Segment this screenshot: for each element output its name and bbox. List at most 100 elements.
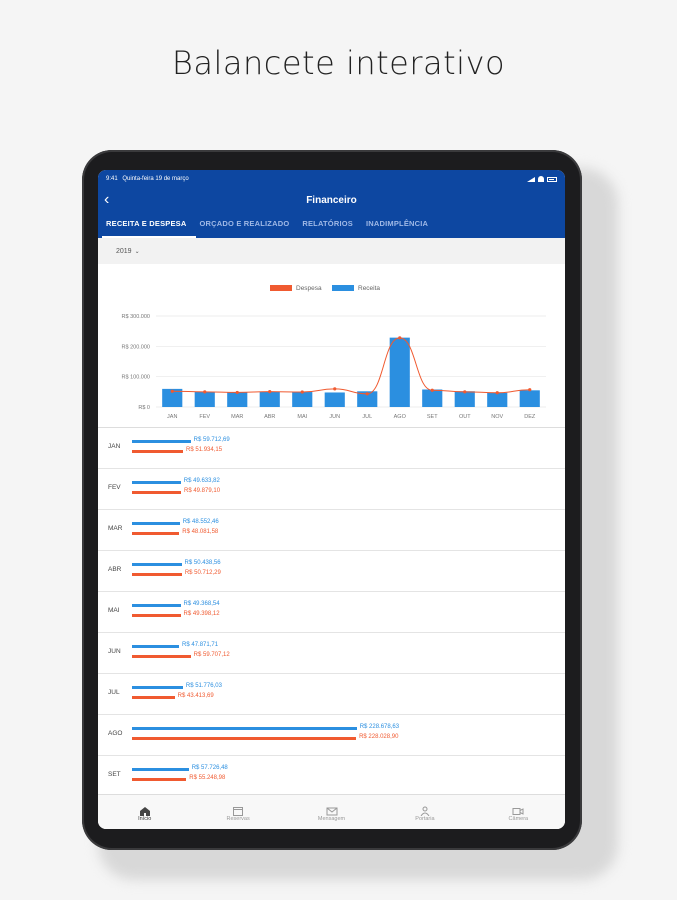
month-row[interactable]: JUN R$ 47.871,71 R$ 59.707,12 (98, 633, 565, 674)
bar-receita (389, 337, 410, 407)
nav-item-home[interactable]: Início (98, 795, 191, 829)
x-tick-label: OUT (459, 414, 471, 420)
tab-bar: RECEITA E DESPESA ORÇADO E REALIZADO REL… (98, 212, 565, 238)
value-despesa: R$ 48.081,58 (182, 529, 219, 535)
bar-receita (519, 390, 540, 407)
bar-receita (132, 686, 183, 689)
envelope-icon (326, 803, 338, 815)
point-despesa (495, 391, 499, 395)
bar-despesa (132, 573, 182, 576)
nav-item-camera[interactable]: Câmera (472, 795, 565, 829)
nav-label: Início (138, 815, 152, 822)
month-row[interactable]: SET R$ 57.726,48 R$ 55.248,98 (98, 756, 565, 797)
month-label: JAN (108, 443, 121, 450)
point-despesa (430, 388, 434, 392)
x-tick-label: SET (427, 414, 438, 420)
x-tick-label: ABR (264, 414, 275, 420)
value-despesa: R$ 51.934,15 (186, 447, 223, 453)
value-despesa: R$ 59.707,12 (193, 652, 230, 658)
value-despesa: R$ 55.248,98 (189, 775, 226, 781)
battery-icon (547, 176, 557, 182)
status-bar: 9:41 Quinta-feira 19 de março (98, 170, 565, 188)
month-label: MAI (108, 607, 120, 614)
month-label: SET (108, 771, 121, 778)
bar-receita (132, 481, 181, 484)
nav-label: Reservas (226, 815, 250, 822)
nav-label: Portaria (415, 815, 435, 822)
bar-receita (132, 645, 180, 648)
bar-receita (357, 391, 378, 407)
nav-label: Mensagem (317, 815, 346, 822)
tab-inadimplencia[interactable]: INADIMPLÊNCIA (365, 219, 429, 228)
bar-receita (454, 391, 475, 407)
tab-orcado-realizado[interactable]: ORÇADO E REALIZADO (199, 219, 290, 228)
month-row[interactable]: AGO R$ 228.678,63 R$ 228.028,90 (98, 715, 565, 756)
bar-receita (132, 727, 357, 730)
point-despesa (398, 336, 402, 340)
bar-despesa (132, 778, 187, 781)
bar-receita (324, 392, 345, 407)
value-despesa: R$ 228.028,90 (359, 734, 399, 740)
bar-despesa (132, 532, 180, 535)
month-row[interactable]: MAI R$ 49.368,54 R$ 49.398,12 (98, 592, 565, 633)
month-row[interactable]: FEV R$ 49.633,82 R$ 49.879,10 (98, 469, 565, 510)
nav-item-envelope[interactable]: Mensagem (285, 795, 378, 829)
chart-container: Despesa Receita R$ 0 R$ 100.000 R$ 200.000 R$… (98, 264, 565, 428)
legend-swatch-despesa (270, 285, 292, 291)
point-despesa (170, 389, 174, 393)
y-tick-label: R$ 300.000 (122, 314, 150, 320)
bar-receita (132, 440, 191, 443)
bar-receita (132, 768, 189, 771)
year-selector[interactable]: 2019 (116, 247, 132, 255)
month-row[interactable]: ABR R$ 50.438,56 R$ 50.712,29 (98, 551, 565, 592)
point-despesa (528, 388, 532, 392)
nav-item-calendar[interactable]: Reservas (191, 795, 284, 829)
bar-receita (292, 392, 313, 407)
back-chevron-icon[interactable]: ‹ (104, 191, 110, 208)
app-screen: 9:41 Quinta-feira 19 de março ‹ Financei… (98, 170, 565, 829)
legend-swatch-receita (332, 285, 354, 291)
value-receita: R$ 50.438,56 (184, 560, 221, 566)
year-filter-bar: 2019 ⌄ (98, 238, 565, 264)
wifi-icon (538, 176, 544, 182)
month-row[interactable]: JAN R$ 59.712,69 R$ 51.934,15 (98, 428, 565, 469)
status-time-date: 9:41 Quinta-feira 19 de março (106, 176, 189, 182)
x-tick-label: JAN (167, 414, 177, 420)
point-despesa (235, 390, 239, 395)
month-label: ABR (108, 566, 122, 573)
x-tick-label: JUN (329, 414, 340, 420)
value-receita: R$ 59.712,69 (193, 437, 230, 443)
x-tick-label: NOV (491, 414, 503, 420)
bar-despesa (132, 737, 357, 740)
promo-caption: Balancete interativo (171, 44, 506, 82)
bar-despesa (132, 614, 181, 617)
y-tick-label: R$ 100.000 (122, 375, 150, 381)
bar-receita (132, 604, 181, 607)
tab-receita-despesa[interactable]: RECEITA E DESPESA (102, 219, 196, 238)
bar-receita (194, 391, 215, 407)
month-label: JUN (108, 648, 121, 655)
month-label: AGO (108, 730, 123, 737)
tab-relatorios[interactable]: RELATÓRIOS (302, 219, 353, 228)
doorman-icon (419, 803, 431, 816)
status-time: 9:41 (106, 176, 118, 182)
chevron-down-icon[interactable]: ⌄ (134, 248, 140, 255)
point-despesa (463, 390, 467, 394)
nav-item-doorman[interactable]: Portaria (378, 795, 471, 829)
point-despesa (268, 390, 272, 394)
month-row[interactable]: JUL R$ 51.776,03 R$ 43.413,69 (98, 674, 565, 715)
month-label: FEV (108, 484, 121, 491)
bar-receita (487, 392, 508, 407)
calendar-icon (232, 803, 244, 816)
month-row[interactable]: MAR R$ 48.552,46 R$ 48.081,58 (98, 510, 565, 551)
x-tick-label: FEV (199, 414, 210, 420)
value-despesa: R$ 43.413,69 (177, 693, 214, 699)
point-despesa (203, 390, 207, 394)
bar-despesa (132, 696, 175, 699)
app-header: ‹ Financeiro (98, 188, 565, 212)
value-despesa: R$ 49.879,10 (184, 488, 221, 494)
bar-despesa (132, 491, 181, 494)
bottom-navigation: Início Reservas Mensagem Portaria Câmera (98, 794, 565, 829)
x-tick-label: MAR (231, 414, 243, 420)
bar-receita (162, 388, 183, 407)
